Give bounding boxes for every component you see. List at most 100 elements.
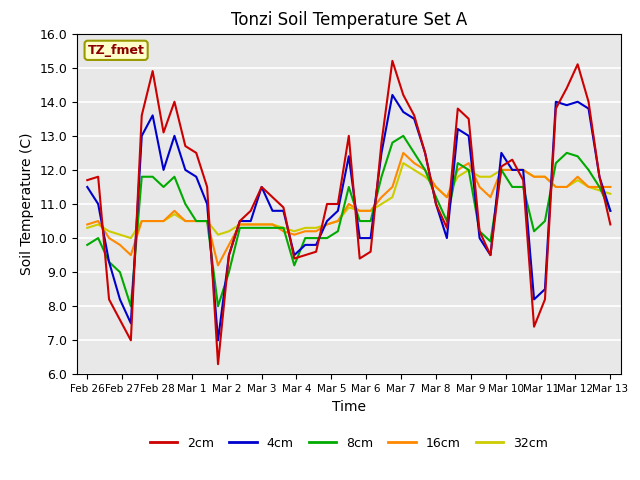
- 8cm: [301, 235, 309, 241]
- 8cm: [312, 235, 320, 241]
- Y-axis label: Soil Temperature (C): Soil Temperature (C): [20, 133, 34, 275]
- 2cm: [607, 222, 614, 228]
- 32cm: [378, 201, 385, 207]
- 16cm: [182, 218, 189, 224]
- 2cm: [247, 208, 255, 214]
- 2cm: [388, 58, 396, 64]
- 16cm: [204, 218, 211, 224]
- 2cm: [105, 297, 113, 302]
- 16cm: [497, 167, 505, 173]
- 32cm: [585, 184, 593, 190]
- 4cm: [345, 154, 353, 159]
- 16cm: [421, 167, 429, 173]
- 32cm: [563, 184, 571, 190]
- Line: 16cm: 16cm: [87, 153, 611, 265]
- 4cm: [574, 99, 582, 105]
- 16cm: [476, 184, 483, 190]
- 16cm: [530, 174, 538, 180]
- 2cm: [552, 106, 560, 111]
- 4cm: [127, 321, 134, 326]
- 16cm: [193, 218, 200, 224]
- 32cm: [519, 167, 527, 173]
- 2cm: [530, 324, 538, 330]
- 32cm: [269, 222, 276, 228]
- 16cm: [116, 242, 124, 248]
- 8cm: [443, 218, 451, 224]
- 2cm: [280, 204, 287, 210]
- 4cm: [160, 167, 168, 173]
- 16cm: [138, 218, 145, 224]
- 32cm: [432, 184, 440, 190]
- 16cm: [291, 232, 298, 238]
- 4cm: [258, 184, 266, 190]
- 16cm: [94, 218, 102, 224]
- 4cm: [301, 242, 309, 248]
- 2cm: [160, 130, 168, 135]
- 8cm: [116, 269, 124, 275]
- 8cm: [149, 174, 157, 180]
- 2cm: [193, 150, 200, 156]
- 8cm: [83, 242, 91, 248]
- 16cm: [334, 218, 342, 224]
- 8cm: [476, 228, 483, 234]
- 8cm: [530, 228, 538, 234]
- 8cm: [421, 167, 429, 173]
- 8cm: [171, 174, 179, 180]
- 32cm: [367, 208, 374, 214]
- 8cm: [508, 184, 516, 190]
- 2cm: [323, 201, 331, 207]
- 8cm: [356, 218, 364, 224]
- 16cm: [149, 218, 157, 224]
- 8cm: [182, 201, 189, 207]
- 32cm: [497, 167, 505, 173]
- 4cm: [138, 133, 145, 139]
- 8cm: [345, 184, 353, 190]
- 4cm: [519, 167, 527, 173]
- 8cm: [486, 239, 494, 244]
- 2cm: [432, 201, 440, 207]
- 4cm: [149, 112, 157, 118]
- 8cm: [574, 154, 582, 159]
- 32cm: [530, 174, 538, 180]
- 16cm: [356, 208, 364, 214]
- 4cm: [356, 235, 364, 241]
- 2cm: [345, 133, 353, 139]
- 2cm: [443, 225, 451, 231]
- 8cm: [105, 259, 113, 265]
- 8cm: [334, 228, 342, 234]
- 2cm: [508, 157, 516, 163]
- 32cm: [345, 204, 353, 210]
- 2cm: [410, 112, 418, 118]
- 4cm: [182, 167, 189, 173]
- 8cm: [465, 167, 472, 173]
- 4cm: [323, 218, 331, 224]
- 4cm: [508, 167, 516, 173]
- 16cm: [280, 228, 287, 234]
- 2cm: [541, 297, 548, 302]
- 16cm: [399, 150, 407, 156]
- 4cm: [247, 218, 255, 224]
- 16cm: [301, 228, 309, 234]
- 16cm: [508, 167, 516, 173]
- 32cm: [258, 222, 266, 228]
- 4cm: [116, 297, 124, 302]
- 16cm: [214, 263, 222, 268]
- 8cm: [541, 218, 548, 224]
- 32cm: [301, 225, 309, 231]
- 32cm: [508, 167, 516, 173]
- 32cm: [323, 222, 331, 228]
- 32cm: [291, 228, 298, 234]
- 16cm: [258, 222, 266, 228]
- 2cm: [127, 337, 134, 343]
- 8cm: [94, 235, 102, 241]
- 16cm: [378, 194, 385, 200]
- 32cm: [116, 232, 124, 238]
- 4cm: [193, 174, 200, 180]
- 16cm: [367, 208, 374, 214]
- 2cm: [454, 106, 461, 111]
- 2cm: [225, 252, 233, 258]
- 2cm: [312, 249, 320, 254]
- 16cm: [388, 184, 396, 190]
- 16cm: [585, 184, 593, 190]
- 16cm: [105, 235, 113, 241]
